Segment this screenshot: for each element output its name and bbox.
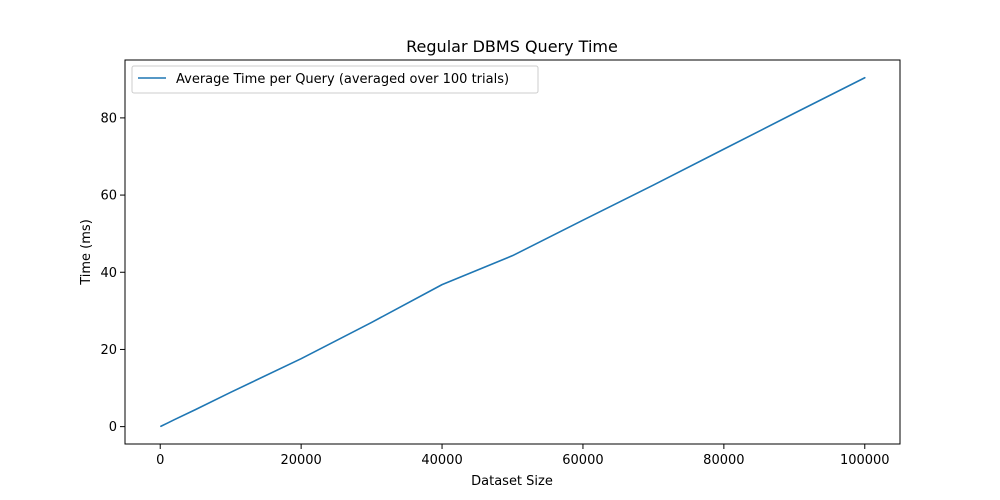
x-tick-label: 0 bbox=[156, 453, 164, 468]
legend-label: Average Time per Query (averaged over 10… bbox=[176, 72, 509, 87]
plot-frame bbox=[124, 59, 901, 445]
x-tick-label: 60000 bbox=[562, 453, 603, 468]
x-tick-label: 20000 bbox=[280, 453, 321, 468]
y-tick-label: 60 bbox=[100, 189, 117, 204]
legend: Average Time per Query (averaged over 10… bbox=[131, 65, 539, 94]
x-axis: 0 20000 40000 60000 80000 100000 bbox=[156, 444, 890, 468]
y-axis-label: Time (ms) bbox=[79, 219, 94, 286]
x-tick-label: 100000 bbox=[840, 453, 890, 468]
chart-title: Regular DBMS Query Time bbox=[406, 37, 618, 56]
y-axis: 0 20 40 60 80 bbox=[100, 111, 125, 435]
y-tick-label: 80 bbox=[100, 111, 117, 126]
y-tick-label: 20 bbox=[100, 343, 117, 358]
x-axis-label: Dataset Size bbox=[471, 474, 553, 489]
legend-box bbox=[131, 65, 539, 94]
x-tick-label: 80000 bbox=[703, 453, 744, 468]
x-tick-label: 40000 bbox=[421, 453, 462, 468]
series-line-0 bbox=[160, 76, 866, 428]
y-tick-label: 40 bbox=[100, 266, 117, 281]
plot-area bbox=[160, 76, 866, 428]
y-tick-label: 0 bbox=[109, 420, 117, 435]
